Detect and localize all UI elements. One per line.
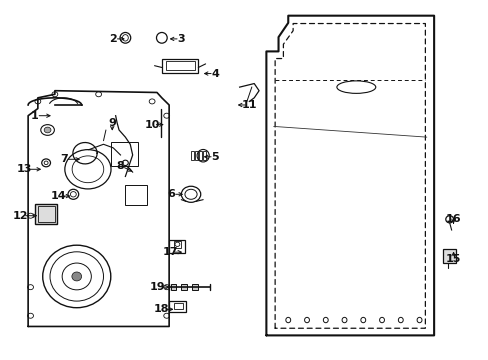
Bar [181,284,187,290]
Bar [170,284,176,290]
Bar [35,204,57,224]
Bar [195,152,198,160]
Bar [202,152,205,160]
Text: 10: 10 [144,120,160,130]
Text: 1: 1 [31,111,38,121]
Text: 17: 17 [163,247,178,257]
Text: 16: 16 [445,214,461,224]
Text: 7: 7 [60,154,67,164]
Text: 15: 15 [445,254,460,264]
Text: 14: 14 [51,191,66,201]
Text: 3: 3 [177,34,185,44]
Bar [174,303,183,309]
Text: 8: 8 [117,161,124,171]
Bar [38,206,55,222]
Text: 4: 4 [211,68,219,78]
Bar [199,152,201,160]
Bar [165,61,195,70]
Text: 9: 9 [108,118,116,128]
Ellipse shape [72,272,81,281]
Text: 19: 19 [150,282,165,292]
Text: 2: 2 [109,34,117,44]
Bar [169,301,186,312]
Bar [191,152,194,160]
Ellipse shape [44,127,51,133]
Text: 11: 11 [241,100,257,110]
Bar [192,284,198,290]
Bar [125,185,147,205]
Text: 18: 18 [154,304,169,314]
Bar [442,249,456,263]
Bar [162,59,198,73]
Bar [169,240,184,253]
Text: 12: 12 [13,211,28,221]
Text: 5: 5 [211,152,219,162]
Bar [174,241,181,248]
Text: 6: 6 [167,189,175,199]
Bar [111,143,137,166]
Text: 13: 13 [17,164,32,174]
